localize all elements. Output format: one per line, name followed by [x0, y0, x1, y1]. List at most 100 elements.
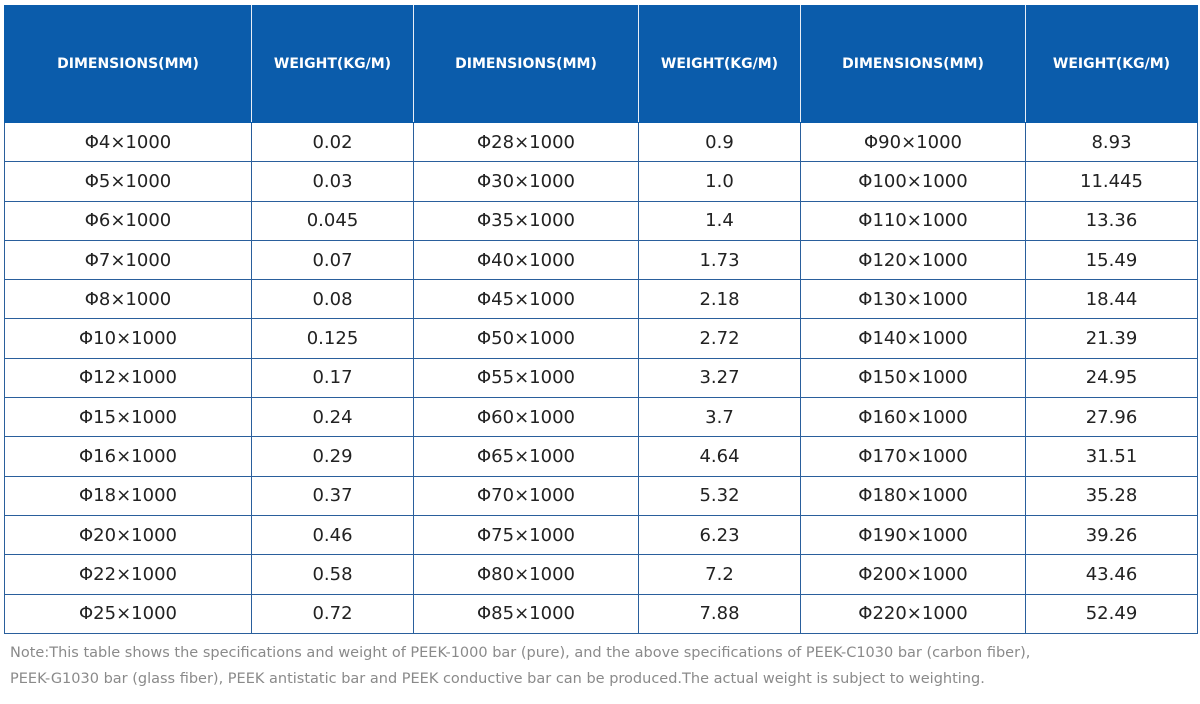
table-cell: 2.18: [638, 279, 801, 320]
table-cell: 0.08: [251, 279, 414, 320]
table-cell: Φ130×1000: [800, 279, 1026, 320]
table-cell: Φ25×1000: [4, 593, 252, 634]
table-cell: Φ45×1000: [413, 279, 639, 320]
table-cell: Φ75×1000: [413, 514, 639, 556]
table-body: Φ4×1000 0.02 Φ28×1000 0.9 Φ90×1000 8.93 Φ5×100…: [4, 121, 1198, 634]
table-cell: 0.58: [251, 554, 414, 595]
table-cell: 52.49: [1025, 593, 1198, 634]
table-cell: Φ8×1000: [4, 279, 252, 320]
table-cell: Φ10×1000: [4, 318, 252, 359]
table-cell: 3.27: [638, 357, 801, 399]
table-cell: 7.2: [638, 554, 801, 595]
table-cell: 24.95: [1025, 357, 1198, 399]
header-cell: WEIGHT(KG/M): [251, 5, 414, 123]
table-row: Φ15×1000 0.24 Φ60×1000 3.7 Φ160×1000 27.96: [4, 397, 1198, 438]
table-cell: 1.4: [638, 200, 801, 241]
spec-table: DIMENSIONS(MM) WEIGHT(KG/M) DIMENSIONS(MM)…: [4, 5, 1198, 634]
table-cell: Φ120×1000: [800, 239, 1026, 281]
table-cell: Φ90×1000: [800, 121, 1026, 163]
note: Note:This table shows the specifications…: [10, 640, 1030, 692]
table-cell: 3.7: [638, 397, 801, 438]
table-cell: 27.96: [1025, 397, 1198, 438]
note-line: PEEK-G1030 bar (glass fiber), PEEK antis…: [10, 671, 985, 687]
table-cell: 7.88: [638, 593, 801, 634]
table-row: Φ22×1000 0.58 Φ80×1000 7.2 Φ200×1000 43.46: [4, 554, 1198, 595]
table-cell: Φ70×1000: [413, 475, 639, 516]
table-cell: Φ110×1000: [800, 200, 1026, 241]
table-cell: Φ28×1000: [413, 121, 639, 163]
table-cell: Φ140×1000: [800, 318, 1026, 359]
header-cell: DIMENSIONS(MM): [800, 5, 1026, 123]
table-cell: 0.125: [251, 318, 414, 359]
table-cell: Φ12×1000: [4, 357, 252, 399]
table-cell: 39.26: [1025, 514, 1198, 556]
table-cell: Φ6×1000: [4, 200, 252, 241]
table-cell: 31.51: [1025, 436, 1198, 477]
table-row: Φ18×1000 0.37 Φ70×1000 5.32 Φ180×1000 35.28: [4, 475, 1198, 516]
table-cell: Φ35×1000: [413, 200, 639, 241]
table-cell: Φ85×1000: [413, 593, 639, 634]
header-row: DIMENSIONS(MM) WEIGHT(KG/M) DIMENSIONS(MM)…: [4, 5, 1198, 123]
table-cell: 0.24: [251, 397, 414, 438]
table-cell: Φ50×1000: [413, 318, 639, 359]
table-cell: Φ80×1000: [413, 554, 639, 595]
table-cell: Φ16×1000: [4, 436, 252, 477]
header-cell: DIMENSIONS(MM): [4, 5, 252, 123]
table-cell: Φ22×1000: [4, 554, 252, 595]
table-row: Φ10×1000 0.125 Φ50×1000 2.72 Φ140×1000 21.39: [4, 318, 1198, 359]
table-cell: Φ30×1000: [413, 161, 639, 202]
table-cell: Φ4×1000: [4, 121, 252, 163]
table-cell: 2.72: [638, 318, 801, 359]
table-cell: 1.73: [638, 239, 801, 281]
table-cell: 0.9: [638, 121, 801, 163]
table-row: Φ6×1000 0.045 Φ35×1000 1.4 Φ110×1000 13.36: [4, 200, 1198, 241]
table-row: Φ25×1000 0.72 Φ85×1000 7.88 Φ220×1000 52.49: [4, 593, 1198, 634]
table-cell: Φ5×1000: [4, 161, 252, 202]
table-cell: Φ220×1000: [800, 593, 1026, 634]
table-cell: Φ20×1000: [4, 514, 252, 556]
table-cell: Φ7×1000: [4, 239, 252, 281]
table-cell: Φ190×1000: [800, 514, 1026, 556]
table-cell: Φ200×1000: [800, 554, 1026, 595]
table-row: Φ16×1000 0.29 Φ65×1000 4.64 Φ170×1000 31.51: [4, 436, 1198, 477]
table-cell: 43.46: [1025, 554, 1198, 595]
table-cell: 0.045: [251, 200, 414, 241]
table-row: Φ20×1000 0.46 Φ75×1000 6.23 Φ190×1000 39.26: [4, 514, 1198, 556]
table-cell: 0.02: [251, 121, 414, 163]
header-cell: WEIGHT(KG/M): [1025, 5, 1198, 123]
header-cell: DIMENSIONS(MM): [413, 5, 639, 123]
table-cell: 0.72: [251, 593, 414, 634]
table-cell: Φ15×1000: [4, 397, 252, 438]
table-cell: 8.93: [1025, 121, 1198, 163]
table-cell: Φ55×1000: [413, 357, 639, 399]
table-cell: 15.49: [1025, 239, 1198, 281]
table-cell: Φ65×1000: [413, 436, 639, 477]
table-cell: 0.17: [251, 357, 414, 399]
table-cell: 0.07: [251, 239, 414, 281]
table-cell: 11.445: [1025, 161, 1198, 202]
table-cell: Φ40×1000: [413, 239, 639, 281]
table-cell: 18.44: [1025, 279, 1198, 320]
table-cell: 6.23: [638, 514, 801, 556]
table-cell: 35.28: [1025, 475, 1198, 516]
table-cell: Φ100×1000: [800, 161, 1026, 202]
table-cell: 0.29: [251, 436, 414, 477]
table-cell: Φ170×1000: [800, 436, 1026, 477]
table-cell: 0.46: [251, 514, 414, 556]
table-cell: Φ150×1000: [800, 357, 1026, 399]
table-cell: 21.39: [1025, 318, 1198, 359]
table-row: Φ4×1000 0.02 Φ28×1000 0.9 Φ90×1000 8.93: [4, 121, 1198, 163]
table-cell: 1.0: [638, 161, 801, 202]
header-cell: WEIGHT(KG/M): [638, 5, 801, 123]
table-cell: Φ60×1000: [413, 397, 639, 438]
table-row: Φ5×1000 0.03 Φ30×1000 1.0 Φ100×1000 11.445: [4, 161, 1198, 202]
table-row: Φ8×1000 0.08 Φ45×1000 2.18 Φ130×1000 18.44: [4, 279, 1198, 320]
table-row: Φ7×1000 0.07 Φ40×1000 1.73 Φ120×1000 15.49: [4, 239, 1198, 281]
table-cell: 4.64: [638, 436, 801, 477]
table-cell: 0.03: [251, 161, 414, 202]
table-cell: Φ160×1000: [800, 397, 1026, 438]
table-cell: 5.32: [638, 475, 801, 516]
table-cell: 0.37: [251, 475, 414, 516]
table-row: Φ12×1000 0.17 Φ55×1000 3.27 Φ150×1000 24.95: [4, 357, 1198, 399]
